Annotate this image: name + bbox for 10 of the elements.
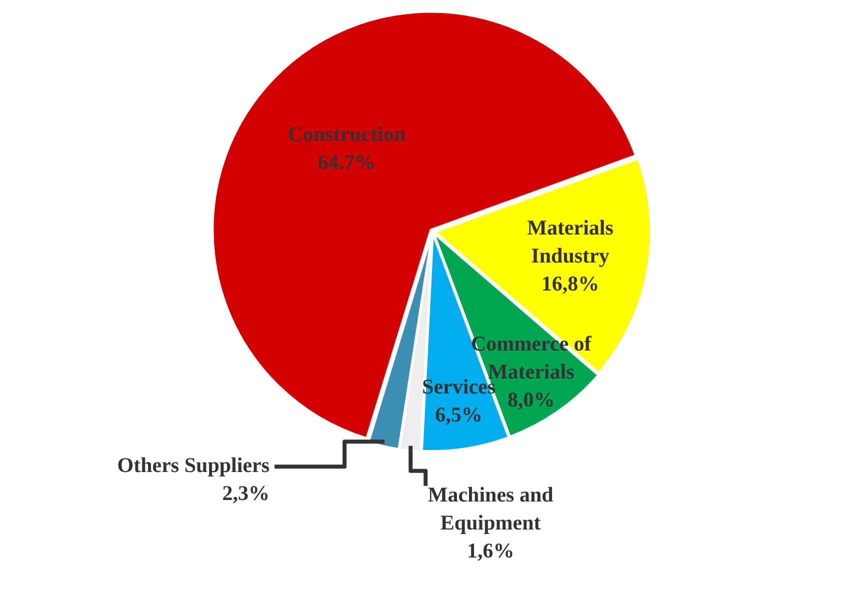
slice-label: Machines and Equipment — [428, 482, 554, 534]
slice-label: Others Suppliers — [117, 453, 270, 478]
data-label: 8,0% — [507, 387, 555, 412]
data-label: 1,6% — [466, 538, 514, 562]
slice-label: Construction — [288, 122, 406, 146]
data-label: 64.7% — [318, 150, 376, 174]
slice-label: Materials Industry — [527, 215, 614, 268]
data-label: 6,5% — [435, 402, 482, 426]
data-label: 16,8% — [541, 271, 600, 296]
data-label: 2,3% — [222, 481, 270, 506]
